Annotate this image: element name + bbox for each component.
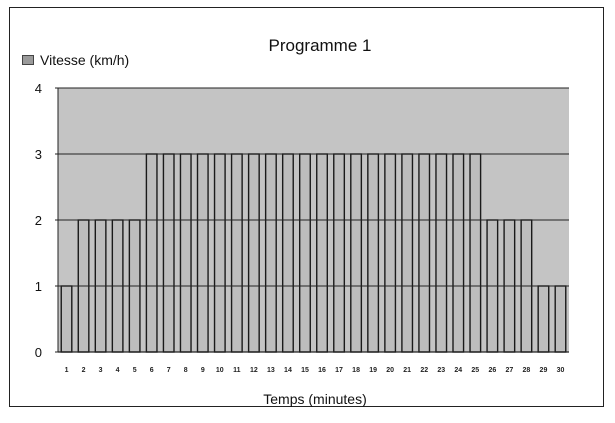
- bar: [384, 153, 397, 353]
- bar: [452, 153, 465, 353]
- legend-swatch: [22, 55, 34, 65]
- bar: [469, 153, 482, 353]
- bar: [162, 153, 175, 353]
- legend: Vitesse (km/h): [22, 52, 129, 68]
- bar: [196, 153, 209, 353]
- x-tick-label: 27: [505, 367, 513, 374]
- x-tick-label: 24: [454, 367, 462, 374]
- x-tick-label: 28: [523, 367, 531, 374]
- bar: [418, 153, 431, 353]
- x-tick-label: 30: [557, 367, 565, 374]
- bar: [333, 153, 346, 353]
- x-tick-label: 1: [65, 367, 69, 374]
- x-tick-label: 10: [216, 367, 224, 374]
- bar: [435, 153, 448, 353]
- y-tick-label: 1: [35, 279, 42, 294]
- bar: [401, 153, 414, 353]
- x-tick-label: 2: [82, 367, 86, 374]
- bar: [554, 285, 567, 353]
- y-tick-label: 3: [35, 147, 42, 162]
- bar: [230, 153, 243, 353]
- bar: [367, 153, 380, 353]
- x-tick-label: 17: [335, 367, 343, 374]
- y-tick-label: 2: [35, 213, 42, 228]
- bar: [299, 153, 311, 353]
- bar: [316, 153, 328, 353]
- x-tick-label: 14: [284, 367, 292, 374]
- bar: [247, 153, 260, 353]
- x-tick-label: 3: [99, 367, 103, 374]
- x-tick-label: 18: [352, 367, 360, 374]
- bar: [145, 153, 158, 353]
- x-tick-label: 20: [386, 367, 394, 374]
- bar: [179, 153, 192, 353]
- x-tick-label: 5: [133, 367, 137, 374]
- bar: [350, 153, 363, 353]
- bar: [264, 153, 277, 353]
- x-tick-label: 7: [167, 367, 171, 374]
- x-tick-label: 21: [403, 367, 411, 374]
- x-tick-label: 4: [116, 367, 120, 374]
- x-tick-label: 26: [488, 367, 496, 374]
- bar: [537, 285, 550, 353]
- x-tick-label: 15: [301, 367, 309, 374]
- x-tick-label: 23: [437, 367, 445, 374]
- x-tick-label: 8: [184, 367, 188, 374]
- x-tick-label: 6: [150, 367, 154, 374]
- x-tick-label: 22: [420, 367, 428, 374]
- chart-title: Programme 1: [268, 36, 372, 55]
- x-tick-label: 19: [369, 367, 377, 374]
- y-tick-label: 4: [35, 81, 42, 96]
- x-tick-label: 9: [201, 367, 205, 374]
- y-tick-label: 0: [35, 345, 42, 360]
- x-tick-label: 11: [233, 367, 241, 374]
- x-tick-label: 13: [267, 367, 275, 374]
- x-tick-label: 25: [471, 367, 479, 374]
- x-axis-label: Temps (minutes): [263, 391, 367, 407]
- x-tick-label: 12: [250, 367, 258, 374]
- x-tick-label: 16: [318, 367, 326, 374]
- bar: [213, 153, 226, 353]
- bar: [281, 153, 294, 353]
- x-tick-label: 29: [540, 367, 548, 374]
- bar: [60, 285, 73, 353]
- legend-label: Vitesse (km/h): [40, 52, 130, 68]
